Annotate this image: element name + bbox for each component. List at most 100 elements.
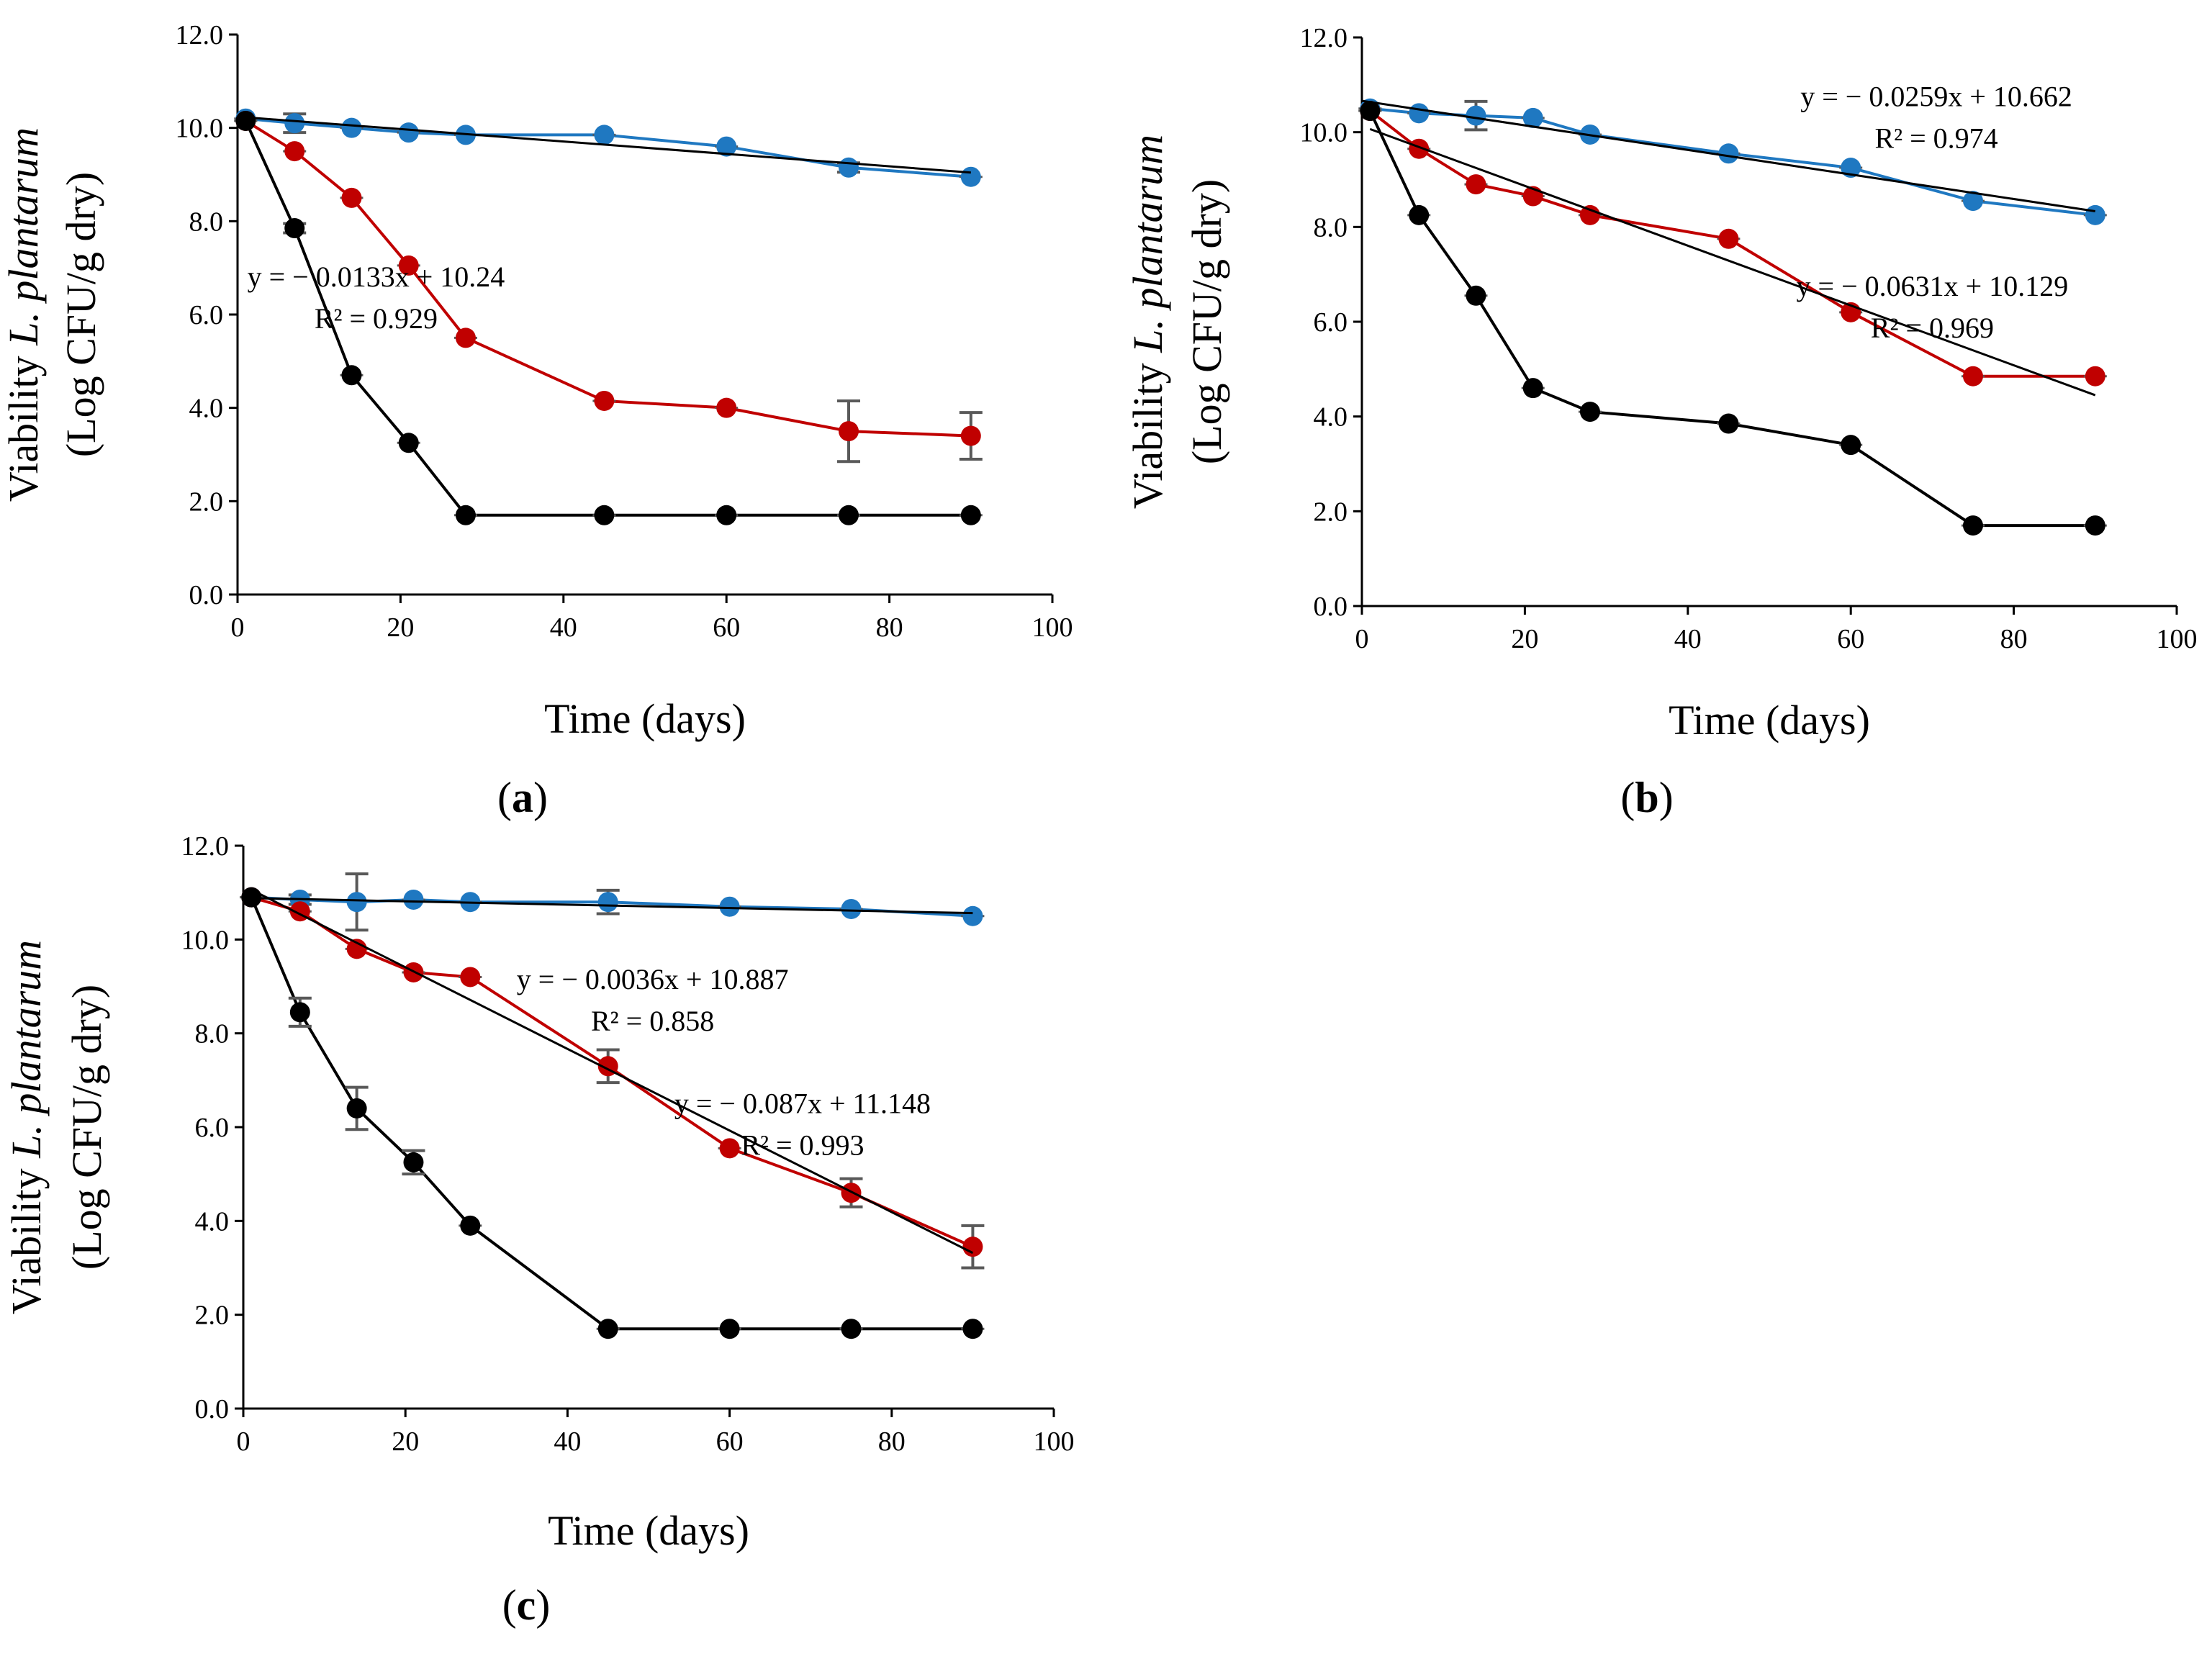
- x-tick-label: 20: [392, 1427, 419, 1457]
- data-point-blue: [594, 125, 615, 145]
- data-point-red: [455, 327, 476, 348]
- y-tick-label: 12.0: [181, 831, 230, 862]
- trendline-equation: y = − 0.0036x + 10.887: [517, 963, 789, 995]
- data-point-blue: [962, 905, 983, 926]
- data-point-blue: [719, 896, 740, 917]
- trendline-equation: y = − 0.0259x + 10.662: [1800, 80, 2072, 112]
- data-point-black: [962, 1319, 983, 1339]
- data-point-blue: [341, 117, 362, 138]
- data-point-black: [960, 505, 981, 525]
- x-tick-label: 0: [1355, 624, 1369, 654]
- data-point-black: [341, 365, 362, 386]
- x-axis-title: Time (days): [1669, 697, 1870, 744]
- y-tick-label: 8.0: [1314, 212, 1348, 243]
- data-point-blue: [841, 898, 862, 919]
- panel-label: (b): [1620, 774, 1673, 821]
- trendline-r-squared: R² = 0.858: [591, 1005, 714, 1037]
- data-point-red: [962, 1237, 983, 1257]
- data-point-red: [719, 1138, 740, 1159]
- data-point-blue: [284, 113, 305, 134]
- data-point-red: [1963, 366, 1983, 387]
- y-tick-label: 4.0: [195, 1206, 230, 1237]
- y-tick-label: 2.0: [1314, 497, 1348, 527]
- x-tick-label: 80: [876, 613, 903, 643]
- data-point-red: [398, 255, 419, 276]
- x-tick-label: 20: [1511, 624, 1538, 654]
- y-axis-title-units: (Log CFU/g dry): [58, 172, 104, 457]
- data-point-blue: [1963, 191, 1983, 212]
- data-point-black: [346, 1098, 367, 1119]
- trendline-equation: y = − 0.0631x + 10.129: [1797, 270, 2069, 302]
- x-tick-label: 60: [713, 613, 740, 643]
- y-tick-label: 6.0: [195, 1113, 230, 1143]
- y-tick-label: 10.0: [181, 925, 230, 955]
- data-point-black: [594, 505, 615, 525]
- y-tick-label: 10.0: [176, 114, 224, 144]
- y-tick-label: 0.0: [195, 1394, 230, 1424]
- data-point-black: [597, 1319, 618, 1339]
- data-point-blue: [2085, 204, 2105, 225]
- data-point-red: [960, 425, 981, 446]
- panel-label-letter: a: [512, 774, 533, 821]
- data-point-black: [719, 1319, 740, 1339]
- x-tick-label: 60: [716, 1427, 744, 1457]
- y-axis-title-units: (Log CFU/g dry): [63, 985, 110, 1270]
- data-point-black: [1963, 515, 1983, 536]
- panel-label-open-paren: (: [502, 1581, 517, 1629]
- y-tick-label: 2.0: [189, 487, 224, 517]
- y-axis-title-organism: L. plantarum: [1124, 135, 1171, 353]
- trendline-r-squared: R² = 0.969: [1871, 312, 1994, 344]
- data-point-black: [235, 110, 256, 131]
- y-tick-label: 12.0: [1300, 23, 1348, 53]
- panel-label: (c): [502, 1581, 551, 1629]
- trendline: [251, 897, 973, 915]
- data-point-red: [2085, 366, 2105, 387]
- x-tick-label: 0: [237, 1427, 250, 1457]
- y-axis-title-units: (Log CFU/g dry): [1183, 179, 1230, 464]
- data-point-black: [403, 1152, 424, 1172]
- data-point-black: [1360, 101, 1381, 122]
- data-point-blue: [346, 892, 367, 913]
- data-point-red: [1409, 138, 1430, 159]
- data-point-black: [398, 433, 419, 453]
- panel-label-open-paren: (: [497, 774, 512, 821]
- data-point-red: [716, 397, 737, 418]
- data-point-black: [1522, 378, 1543, 399]
- data-point-black: [1579, 402, 1600, 422]
- data-point-black: [460, 1215, 481, 1236]
- data-point-red: [839, 421, 859, 442]
- y-tick-label: 6.0: [189, 300, 224, 330]
- data-point-black: [1466, 285, 1486, 306]
- trendline: [1361, 99, 2096, 213]
- data-point-red: [1718, 228, 1739, 249]
- y-axis-title-prefix: Viability: [1124, 353, 1171, 509]
- data-point-black: [716, 505, 737, 525]
- data-point-black: [455, 505, 476, 525]
- y-tick-label: 4.0: [189, 394, 224, 424]
- panel-label-close-paren: ): [533, 774, 548, 821]
- data-point-blue: [839, 157, 859, 178]
- data-point-blue: [1466, 105, 1486, 126]
- data-point-black: [1409, 204, 1430, 225]
- y-tick-label: 10.0: [1300, 118, 1348, 148]
- x-tick-label: 100: [2157, 624, 2198, 654]
- data-point-black: [1718, 413, 1739, 434]
- y-tick-label: 12.0: [176, 20, 224, 50]
- data-point-blue: [403, 889, 424, 910]
- x-tick-label: 80: [2000, 624, 2028, 654]
- data-point-red: [284, 141, 305, 162]
- panel-label-letter: b: [1635, 774, 1658, 821]
- data-point-black: [839, 505, 859, 525]
- data-point-blue: [716, 136, 737, 157]
- panel-label-open-paren: (: [1620, 774, 1635, 821]
- data-point-red: [1466, 174, 1486, 195]
- data-point-red: [594, 390, 615, 411]
- panel-label-close-paren: ): [536, 1581, 550, 1629]
- trendline: [250, 888, 974, 1255]
- data-point-red: [341, 187, 362, 208]
- data-point-red: [346, 939, 367, 959]
- chart-panel-b: 0.0 2.0 4.0 6.0 8.0 10.0 12.0 0 20 40 60 80 100 Time …: [1124, 23, 2198, 821]
- y-tick-label: 4.0: [1314, 402, 1348, 433]
- y-tick-label: 8.0: [195, 1019, 230, 1049]
